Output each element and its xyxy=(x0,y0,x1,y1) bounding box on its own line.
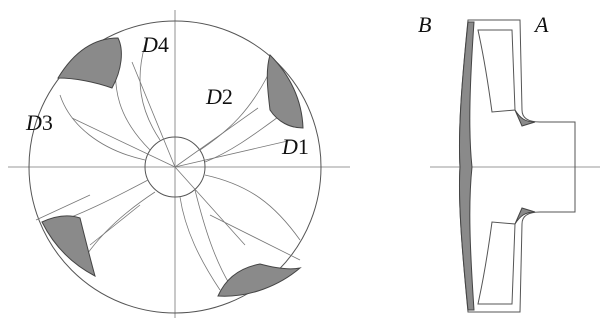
front-view: D4 D2 D3 D1 xyxy=(8,10,350,318)
dimension-label: D4 xyxy=(141,32,169,57)
symbol: D xyxy=(25,110,42,135)
number: 1 xyxy=(298,134,309,159)
number: 3 xyxy=(42,110,53,135)
side-view: B A xyxy=(418,12,600,312)
symbol: D xyxy=(205,84,222,109)
blade-tip xyxy=(267,55,303,128)
side-label: A xyxy=(533,12,549,37)
side-label: B xyxy=(418,12,431,37)
passage xyxy=(478,222,515,304)
impeller-profile xyxy=(459,20,575,312)
number: 2 xyxy=(222,84,233,109)
impeller-drawing: D4 D2 D3 D1 B A xyxy=(0,0,610,322)
shroud xyxy=(459,22,474,310)
dimension-label: D3 xyxy=(25,110,53,135)
symbol: D xyxy=(281,134,298,159)
number: 4 xyxy=(158,32,169,57)
passage xyxy=(478,30,515,112)
dimension-label: D2 xyxy=(205,84,233,109)
dimension-label: D1 xyxy=(281,134,309,159)
blade-tip xyxy=(58,38,121,88)
blade-tip xyxy=(218,264,300,296)
symbol: D xyxy=(141,32,158,57)
